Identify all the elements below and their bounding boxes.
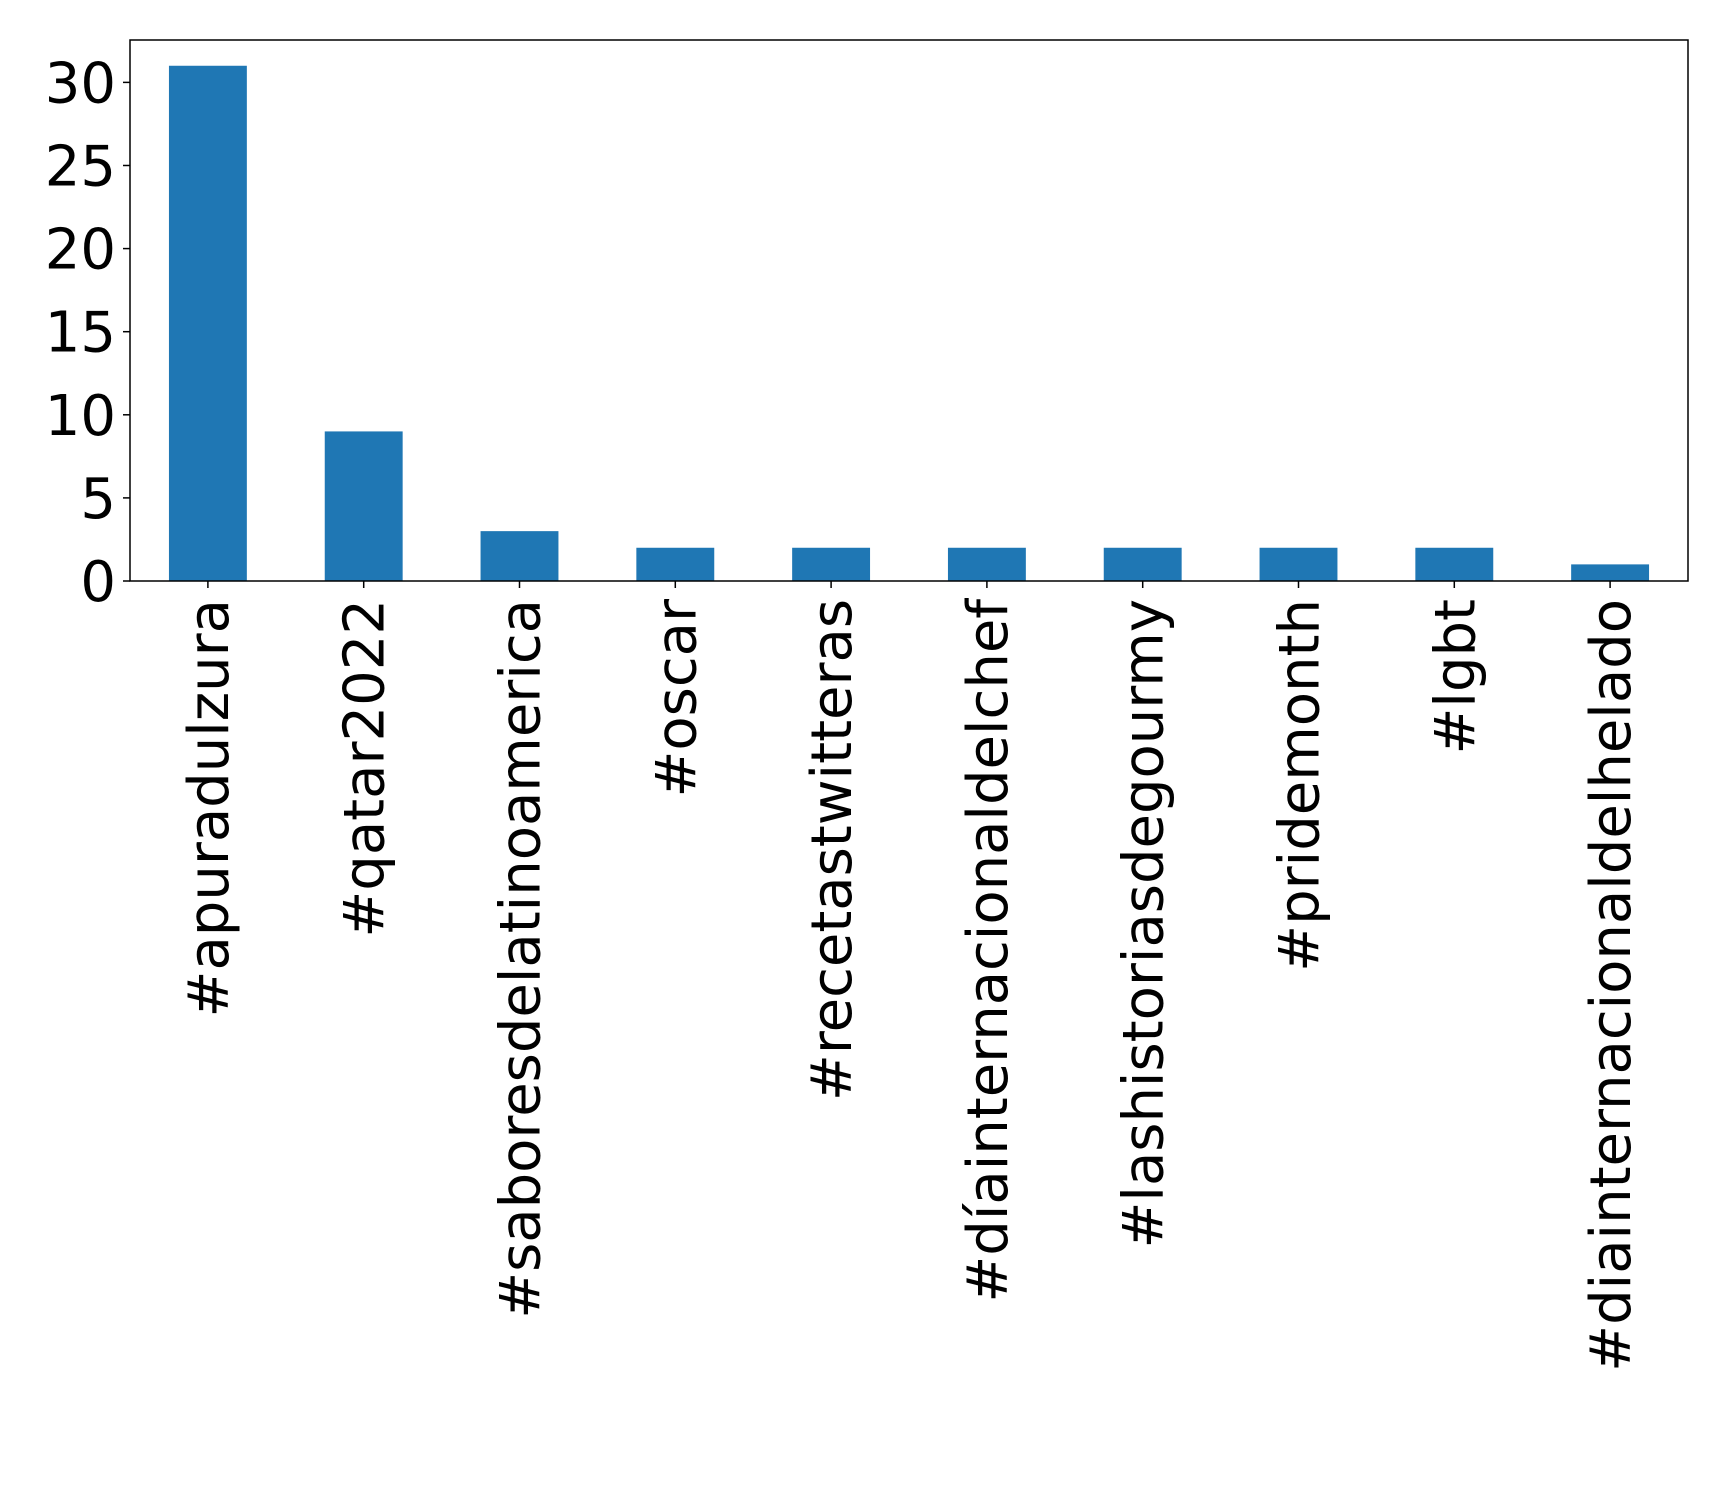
x-tick-label: #pridemonth	[1268, 599, 1333, 972]
x-tick-label: #lashistoriasdegourmy	[1112, 599, 1177, 1249]
bar-9	[1571, 564, 1650, 581]
x-axis: #apuradulzura #qatar2022 #saboresdelatinoa…	[177, 581, 1644, 1372]
plot-frame	[129, 39, 1689, 582]
y-tick-label: 0	[80, 550, 116, 615]
bar-1	[324, 431, 403, 581]
x-tick-label: #saboresdelatinoamerica	[489, 599, 554, 1319]
x-tick-label: #qatar2022	[333, 599, 398, 938]
x-tick-label: #recetastwitteras	[800, 599, 865, 1101]
y-tick-label: 5	[80, 467, 116, 532]
y-tick-label: 25	[45, 134, 116, 199]
bar-3	[636, 547, 715, 581]
bar-6	[1103, 547, 1182, 581]
bar-4	[792, 547, 871, 581]
bar-0	[168, 65, 247, 581]
bar-7	[1259, 547, 1338, 581]
bars-layer	[168, 65, 1650, 581]
bar-5	[947, 547, 1026, 581]
x-tick-label: #díainternacionaldelchef	[956, 598, 1021, 1303]
x-tick-label: #oscar	[644, 598, 709, 797]
bar-8	[1415, 547, 1494, 581]
x-tick-label: #diainternacionaldelhelado	[1579, 599, 1644, 1372]
y-tick-label: 15	[45, 301, 116, 366]
y-tick-label: 20	[45, 218, 116, 283]
x-tick-label: #apuradulzura	[177, 599, 242, 1017]
x-tick-label: #lgbt	[1423, 599, 1488, 755]
y-axis: 0 5 10 15 20 25 30	[45, 51, 130, 615]
y-tick-label: 30	[45, 51, 116, 116]
y-tick-label: 10	[45, 384, 116, 449]
bar-2	[480, 531, 559, 581]
